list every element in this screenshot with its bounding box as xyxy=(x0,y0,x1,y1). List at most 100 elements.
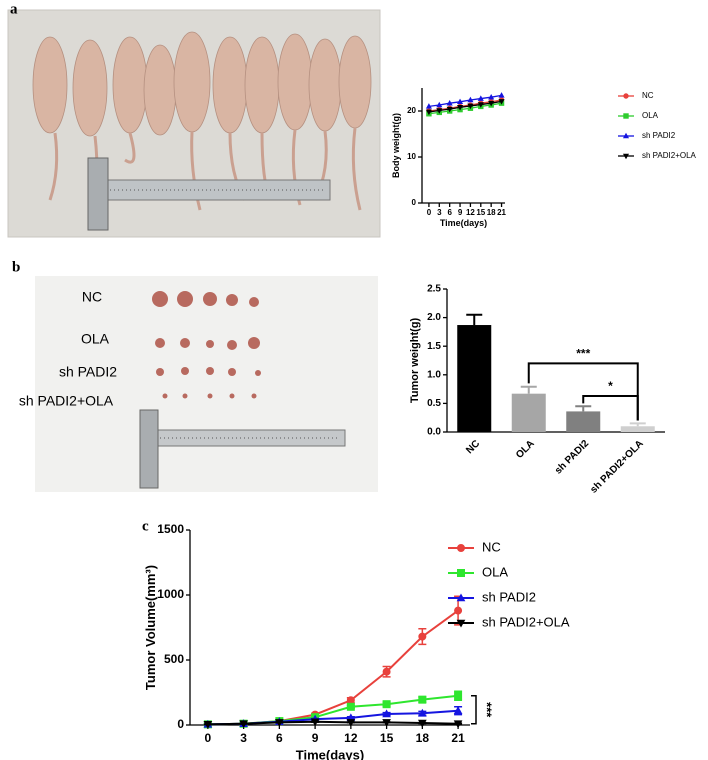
photo-tumors xyxy=(35,276,378,492)
bar xyxy=(511,393,546,432)
significance-bracket xyxy=(582,394,639,421)
x-tick-label: 6 xyxy=(447,208,452,217)
x-axis-label: Time(days) xyxy=(440,218,487,228)
marker xyxy=(417,708,427,717)
x-tick-label: 12 xyxy=(344,731,358,745)
x-tick-label: sh PADI2 xyxy=(553,438,592,477)
y-tick-label: 2.0 xyxy=(427,312,441,323)
marker xyxy=(382,709,391,718)
y-axis-label: Tumor weight(g) xyxy=(409,317,421,403)
marker xyxy=(498,99,505,105)
marker xyxy=(346,702,355,711)
y-tick-label: 0.0 xyxy=(427,427,441,438)
legend-marker xyxy=(456,619,466,628)
x-tick-label: 21 xyxy=(497,208,506,217)
panel-label: a xyxy=(10,1,18,17)
marker xyxy=(310,718,320,727)
legend-marker xyxy=(623,113,629,119)
x-tick-label: OLA xyxy=(514,438,537,461)
significance-bracket xyxy=(471,695,477,725)
y-tick-label: 1.5 xyxy=(427,341,441,352)
bar xyxy=(620,426,655,432)
marker xyxy=(454,691,463,700)
y-axis-label: Body weight(g) xyxy=(391,113,401,178)
x-tick-label: 0 xyxy=(205,731,212,745)
y-tick-label: 1.0 xyxy=(427,369,441,380)
panel-label: b xyxy=(12,259,20,275)
x-tick-label: 3 xyxy=(240,731,247,745)
x-tick-label: 0 xyxy=(427,208,432,217)
marker xyxy=(453,720,463,729)
x-tick-label: 6 xyxy=(276,731,283,745)
x-tick-label: NC xyxy=(464,438,482,456)
marker xyxy=(418,632,427,641)
marker xyxy=(275,719,284,727)
marker xyxy=(453,706,463,714)
error-bar xyxy=(629,422,646,427)
marker xyxy=(425,109,432,116)
significance-bracket xyxy=(527,362,639,421)
legend-label: sh PADI2 xyxy=(482,589,536,604)
photo-label: sh PADI2 xyxy=(59,364,117,380)
y-tick-label: 0 xyxy=(177,717,184,731)
y-tick-label: 0 xyxy=(412,198,417,207)
marker xyxy=(436,101,443,108)
legend-label: sh PADI2 xyxy=(642,131,676,140)
marker xyxy=(477,102,484,108)
bar xyxy=(566,411,601,432)
significance-label: *** xyxy=(576,347,590,361)
legend-label: sh PADI2+OLA xyxy=(642,151,697,160)
photo-mice xyxy=(7,9,381,238)
photo-label: OLA xyxy=(81,331,110,347)
series-line xyxy=(207,609,459,726)
y-tick-label: 0.5 xyxy=(427,398,441,409)
marker xyxy=(382,719,391,727)
x-tick-label: 18 xyxy=(416,731,430,745)
significance-label: *** xyxy=(480,702,495,718)
error-bar xyxy=(466,313,483,326)
marker xyxy=(425,103,432,109)
marker xyxy=(418,695,427,704)
marker xyxy=(382,667,391,676)
marker xyxy=(498,92,505,98)
marker xyxy=(346,719,356,727)
y-axis-label: Tumor Volume(mm³) xyxy=(143,565,158,690)
significance-label: * xyxy=(608,379,613,393)
legend-marker xyxy=(456,593,466,602)
legend-marker xyxy=(457,544,465,552)
x-tick-label: 15 xyxy=(380,731,394,745)
marker xyxy=(488,93,495,100)
legend-marker xyxy=(623,93,629,99)
x-tick-label: 21 xyxy=(451,731,465,745)
x-tick-label: 9 xyxy=(312,731,319,745)
error-bar xyxy=(520,385,537,394)
legend-marker xyxy=(622,132,630,139)
y-tick-label: 500 xyxy=(164,652,184,666)
y-tick-label: 1000 xyxy=(157,587,184,601)
marker xyxy=(446,106,453,113)
x-axis-label: Time(days) xyxy=(296,748,364,760)
marker xyxy=(467,96,474,103)
x-tick-label: 18 xyxy=(487,208,496,217)
y-tick-label: 10 xyxy=(407,152,416,161)
legend-label: OLA xyxy=(482,564,508,579)
error-bar xyxy=(575,405,592,412)
marker xyxy=(239,720,248,729)
legend-marker xyxy=(622,153,630,160)
marker xyxy=(346,696,355,705)
y-tick-label: 1500 xyxy=(157,522,184,536)
x-tick-label: sh PADI2+OLA xyxy=(588,438,645,495)
legend-label: sh PADI2+OLA xyxy=(482,614,570,629)
marker xyxy=(417,719,427,728)
marker xyxy=(382,700,391,709)
x-tick-label: 15 xyxy=(476,208,485,217)
photo-label: sh PADI2+OLA xyxy=(19,393,114,409)
x-tick-label: 3 xyxy=(437,208,442,217)
marker xyxy=(456,98,464,105)
legend-label: OLA xyxy=(642,111,659,120)
marker xyxy=(203,721,213,729)
marker xyxy=(477,95,484,101)
series-line xyxy=(207,720,459,726)
